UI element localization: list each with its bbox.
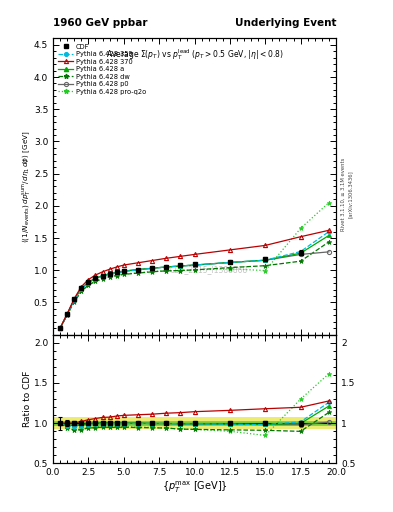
X-axis label: $\{p_T^\mathrm{max}$ [GeV]$\}$: $\{p_T^\mathrm{max}$ [GeV]$\}$ [162,480,228,496]
Y-axis label: $\langle(1/N_\mathrm{events})\,dp_T^\mathrm{sum}/d\eta_1\,d\phi\rangle$ [GeV]: $\langle(1/N_\mathrm{events})\,dp_T^\mat… [20,130,33,243]
Text: CDF_2015_I1388868: CDF_2015_I1388868 [169,265,248,274]
Text: [arXiv:1306.3436]: [arXiv:1306.3436] [348,170,353,219]
Text: Rivet 3.1.10, ≥ 3.1M events: Rivet 3.1.10, ≥ 3.1M events [341,158,346,231]
Bar [53,417,336,429]
Legend: CDF, Pythia 6.428 359, Pythia 6.428 370, Pythia 6.428 a, Pythia 6.428 dw, Pythia: CDF, Pythia 6.428 359, Pythia 6.428 370,… [56,42,148,97]
Text: Average $\Sigma(p_T)$ vs $p_T^\mathrm{lead}$ ($p_T > 0.5$ GeV, $|\eta| < 0.8$): Average $\Sigma(p_T)$ vs $p_T^\mathrm{le… [106,47,283,62]
Y-axis label: Ratio to CDF: Ratio to CDF [24,371,33,427]
Text: 1960 GeV ppbar: 1960 GeV ppbar [53,18,147,28]
Text: Underlying Event: Underlying Event [235,18,336,28]
Bar [53,421,336,425]
